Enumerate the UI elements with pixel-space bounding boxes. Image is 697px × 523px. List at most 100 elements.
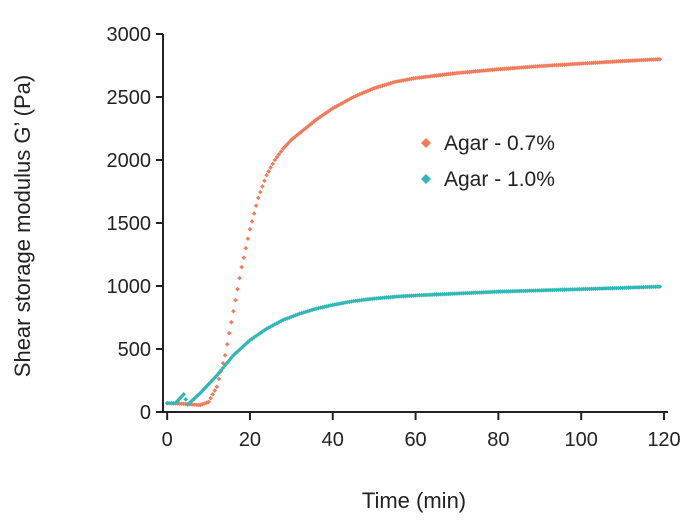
data-point [369,296,375,302]
x-tick-label: 100 [565,429,598,451]
data-point [301,310,307,315]
data-point [349,95,354,101]
data-point [407,76,412,82]
data-point [253,203,259,208]
data-point [299,310,305,316]
data-point [185,402,191,407]
data-point [216,376,222,382]
data-point [204,400,209,406]
data-point [313,306,319,311]
x-tick-label: 20 [239,429,261,451]
data-point [315,305,321,311]
data-point [258,189,263,195]
data-point [293,134,298,139]
legend-label-1: Agar - 1.0% [444,168,555,191]
data-point [220,365,226,371]
x-axis-title: Time (min) [362,488,466,513]
data-point [241,343,247,349]
data-point [224,360,230,366]
y-ticks: 0 500 1000 1500 2000 2500 3000 [107,24,163,424]
data-point [249,336,255,342]
data-point [197,402,203,408]
data-point [324,304,329,309]
data-point [189,398,195,403]
data-point [210,377,215,383]
series-0 [164,56,663,408]
data-point [235,286,240,292]
data-point [390,80,396,85]
legend-marker-1 [421,174,431,184]
x-tick-label: 80 [487,429,509,451]
data-point [262,327,267,333]
data-point [208,379,213,385]
data-point [197,390,203,396]
data-point [183,397,189,402]
data-point [245,236,251,242]
data-point [349,299,354,304]
data-point [334,301,340,307]
data-point [247,227,253,232]
data-point [231,308,236,314]
data-point [239,264,244,270]
legend-marker-0 [421,138,431,148]
data-point [293,312,298,318]
data-point [268,324,273,329]
legend: Agar - 0.7% Agar - 1.0% [421,132,555,191]
data-point [264,172,269,178]
data-point [264,326,269,332]
data-point [222,363,228,368]
data-point [423,74,429,80]
y-tick-label: 1000 [107,276,152,298]
data-point [255,332,261,337]
data-point [444,72,449,77]
data-point [409,76,414,82]
data-point [322,304,327,310]
data-point [251,211,257,216]
data-point [226,330,232,336]
data-point [237,275,242,281]
y-tick-label: 0 [140,402,151,424]
data-point [299,129,305,134]
data-point [421,74,427,80]
data-point [243,245,249,251]
data-point [282,144,288,149]
data-point [388,80,394,86]
data-point [386,81,391,87]
data-point [438,72,443,78]
data-point [305,308,311,314]
data-point [425,74,431,79]
legend-label-0: Agar - 0.7% [444,132,555,155]
data-point [262,178,267,184]
data-point [332,104,338,110]
data-point [657,284,663,289]
data-point [268,165,273,170]
data-point [206,381,211,387]
data-point [280,317,286,323]
y-tick-label: 2000 [107,150,152,172]
data-point [224,341,230,347]
data-point [255,195,261,201]
y-axis-title: Shear storage modulus G’ (Pa) [10,75,35,377]
data-point [280,146,286,151]
data-point [249,219,255,224]
data-point [222,353,228,358]
data-point [181,392,187,397]
data-point [276,319,282,325]
data-point [353,298,358,304]
data-point [229,319,234,325]
data-point [295,312,300,317]
legend-item-1: Agar - 1.0% [421,168,555,191]
data-point [295,132,300,138]
data-point [212,375,218,380]
data-point [284,316,290,321]
data-point [402,77,408,83]
data-point [278,318,284,324]
data-point [206,399,211,405]
data-point [208,395,213,401]
x-tick-label: 120 [647,429,680,451]
data-point [245,339,251,345]
data-point [367,296,373,302]
data-point [351,298,356,304]
data-point [220,360,226,366]
